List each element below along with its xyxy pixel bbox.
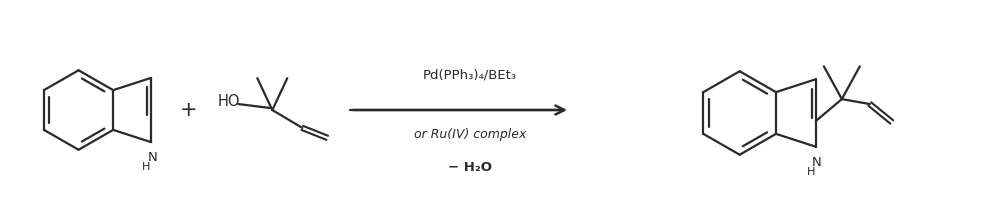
Text: N: N <box>147 151 157 164</box>
Text: HO: HO <box>217 94 240 109</box>
Text: N: N <box>812 156 822 169</box>
Text: +: + <box>180 100 197 120</box>
Text: − H₂O: − H₂O <box>448 161 492 174</box>
Text: H: H <box>142 162 150 172</box>
Text: Pd(PPh₃)₄/BEt₃: Pd(PPh₃)₄/BEt₃ <box>423 69 517 82</box>
Text: H: H <box>807 167 815 177</box>
Text: or Ru(IV) complex: or Ru(IV) complex <box>414 128 526 141</box>
